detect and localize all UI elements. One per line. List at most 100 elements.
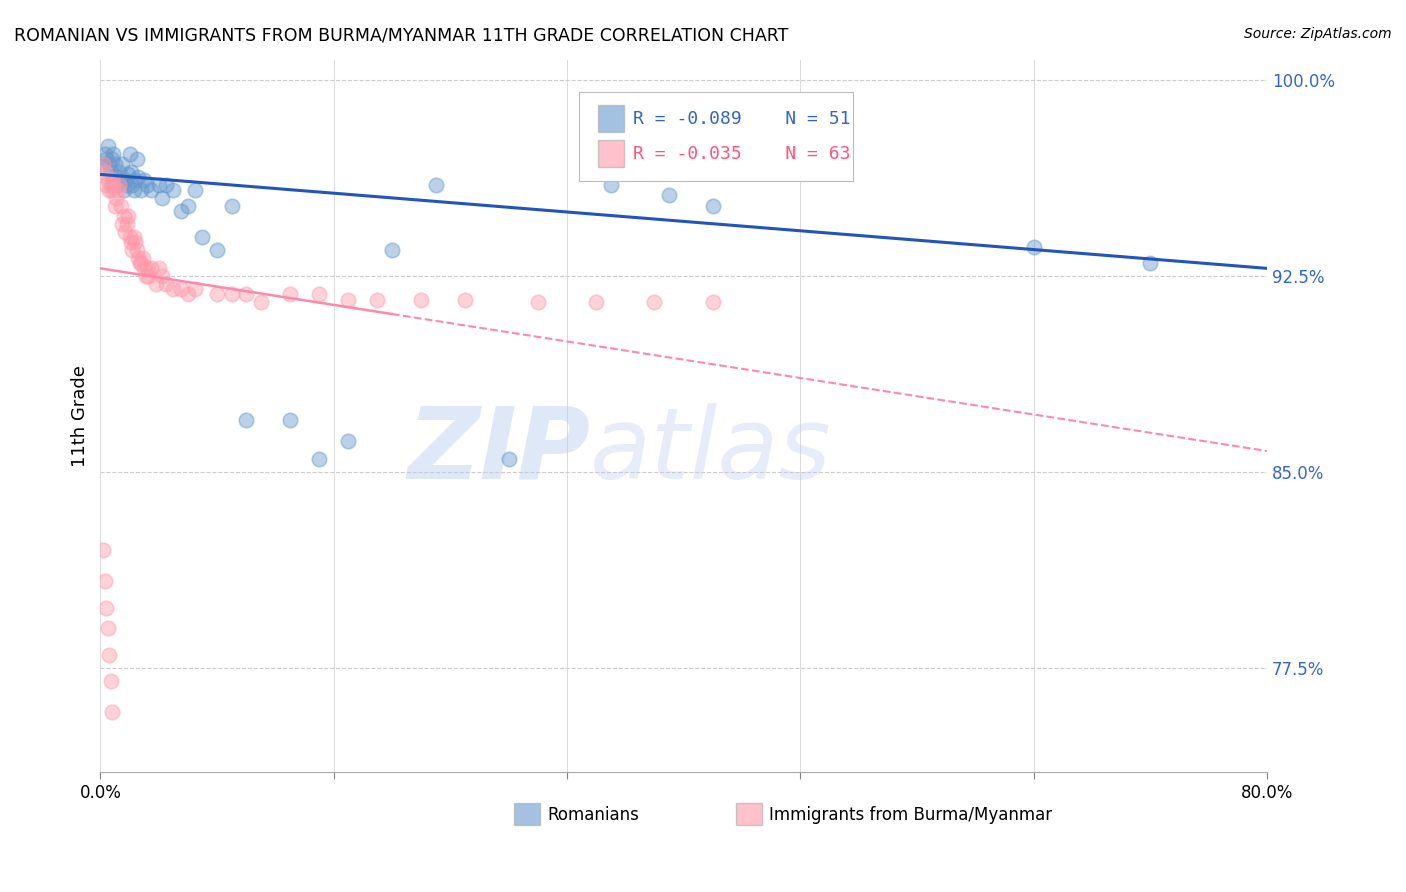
Text: Immigrants from Burma/Myanmar: Immigrants from Burma/Myanmar bbox=[769, 805, 1052, 823]
Point bbox=[93, 146, 115, 161]
Point bbox=[125, 152, 148, 166]
Point bbox=[97, 172, 120, 186]
Point bbox=[177, 287, 200, 301]
Point bbox=[498, 451, 520, 466]
Point bbox=[136, 261, 159, 276]
Point bbox=[111, 157, 134, 171]
Point bbox=[115, 178, 138, 192]
Point bbox=[121, 178, 143, 192]
Point bbox=[249, 295, 271, 310]
Point bbox=[91, 157, 114, 171]
Point bbox=[117, 168, 139, 182]
Point bbox=[184, 282, 207, 296]
Point bbox=[100, 178, 122, 192]
Point bbox=[121, 243, 143, 257]
Point bbox=[110, 199, 132, 213]
Point bbox=[278, 413, 301, 427]
Bar bbox=[599, 105, 624, 132]
Point bbox=[205, 243, 228, 257]
Point bbox=[366, 293, 388, 307]
Point bbox=[128, 256, 150, 270]
Point bbox=[124, 172, 146, 186]
Point bbox=[112, 183, 135, 197]
Point bbox=[114, 225, 136, 239]
Point bbox=[118, 146, 141, 161]
Point bbox=[129, 256, 152, 270]
Point bbox=[221, 287, 243, 301]
Point bbox=[150, 191, 173, 205]
Text: atlas: atlas bbox=[591, 403, 832, 500]
Point bbox=[97, 138, 120, 153]
Point bbox=[107, 178, 129, 192]
Point bbox=[127, 169, 149, 184]
Point bbox=[97, 622, 120, 636]
Point bbox=[148, 261, 170, 276]
Text: R = -0.035    N = 63: R = -0.035 N = 63 bbox=[634, 145, 851, 162]
Point bbox=[115, 217, 138, 231]
Point bbox=[120, 235, 142, 250]
Point bbox=[135, 269, 157, 284]
Text: Source: ZipAtlas.com: Source: ZipAtlas.com bbox=[1244, 27, 1392, 41]
Point bbox=[122, 230, 145, 244]
Point bbox=[425, 178, 447, 192]
Point bbox=[235, 413, 257, 427]
Point bbox=[411, 293, 433, 307]
Point bbox=[138, 269, 160, 284]
Point bbox=[205, 287, 228, 301]
Point bbox=[132, 261, 155, 276]
Point bbox=[381, 243, 404, 257]
Point bbox=[105, 169, 128, 184]
Point bbox=[98, 648, 121, 662]
Point bbox=[337, 293, 360, 307]
Point bbox=[702, 199, 724, 213]
Point bbox=[221, 199, 243, 213]
Point bbox=[127, 251, 149, 265]
Point bbox=[98, 183, 121, 197]
Bar bbox=[737, 803, 762, 825]
Point bbox=[1139, 256, 1161, 270]
Point bbox=[103, 178, 125, 192]
Point bbox=[112, 209, 135, 223]
Point bbox=[235, 287, 257, 301]
Point bbox=[120, 165, 142, 179]
Point bbox=[96, 600, 118, 615]
Point bbox=[93, 165, 115, 179]
Point bbox=[150, 269, 173, 284]
Point bbox=[101, 183, 124, 197]
Point bbox=[177, 199, 200, 213]
Text: ROMANIAN VS IMMIGRANTS FROM BURMA/MYANMAR 11TH GRADE CORRELATION CHART: ROMANIAN VS IMMIGRANTS FROM BURMA/MYANMA… bbox=[14, 27, 789, 45]
Point bbox=[125, 243, 148, 257]
Point bbox=[104, 157, 127, 171]
Y-axis label: 11th Grade: 11th Grade bbox=[72, 365, 89, 467]
Point bbox=[91, 543, 114, 558]
Point bbox=[101, 705, 124, 719]
Point bbox=[169, 203, 191, 218]
Point bbox=[100, 673, 122, 688]
Point bbox=[124, 235, 146, 250]
Point bbox=[191, 230, 214, 244]
Point bbox=[122, 183, 145, 197]
Point bbox=[169, 282, 191, 296]
Point bbox=[141, 261, 163, 276]
Point bbox=[96, 152, 118, 166]
Point bbox=[117, 209, 139, 223]
Point bbox=[148, 178, 170, 192]
Point bbox=[108, 178, 131, 192]
Point bbox=[702, 295, 724, 310]
Point bbox=[141, 183, 163, 197]
Text: R = -0.089    N = 51: R = -0.089 N = 51 bbox=[634, 110, 851, 128]
Point bbox=[131, 251, 153, 265]
Point bbox=[145, 277, 167, 291]
Point bbox=[1022, 240, 1045, 254]
Point bbox=[585, 295, 607, 310]
Text: ZIP: ZIP bbox=[408, 403, 591, 500]
Point bbox=[136, 178, 159, 192]
Point bbox=[111, 217, 134, 231]
Point bbox=[155, 178, 177, 192]
Point bbox=[101, 172, 124, 186]
Bar bbox=[599, 140, 624, 167]
FancyBboxPatch shape bbox=[579, 92, 853, 181]
Point bbox=[337, 434, 360, 448]
Point bbox=[599, 178, 621, 192]
Text: Romanians: Romanians bbox=[547, 805, 638, 823]
